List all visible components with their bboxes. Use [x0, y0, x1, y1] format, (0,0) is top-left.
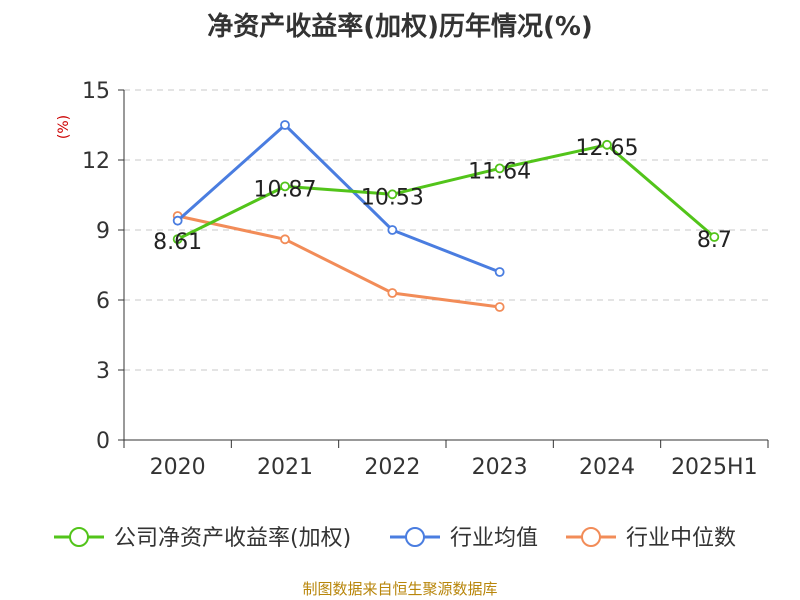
- y-tick-label: 3: [96, 359, 110, 384]
- grid-lines: [124, 89, 768, 371]
- legend[interactable]: 公司净资产收益率(加权) 行业均值 行业中位数: [54, 526, 736, 551]
- data-point: [709, 232, 720, 242]
- data-point: [280, 234, 290, 245]
- chart-title: 净资产收益率(加权)历年情况(%): [207, 12, 593, 42]
- data-label: 11.64: [468, 159, 531, 184]
- x-tick-label: 2023: [472, 455, 528, 480]
- series-lines: [172, 120, 720, 312]
- data-point: [387, 225, 398, 235]
- legend-item-0[interactable]: 公司净资产收益率(加权): [54, 526, 351, 551]
- legend-label: 行业均值: [450, 526, 538, 551]
- series-line: [176, 123, 501, 274]
- y-tick-label: 6: [96, 289, 110, 314]
- data-point: [172, 215, 183, 226]
- data-point: [494, 163, 505, 174]
- legend-item-2[interactable]: 行业中位数: [566, 526, 736, 551]
- x-tick-label: 2022: [364, 455, 420, 480]
- data-label: 8.61: [153, 230, 202, 255]
- x-tick-label: 2021: [257, 455, 313, 480]
- data-point: [280, 120, 290, 130]
- y-tick-label: 15: [82, 79, 110, 104]
- axes: 0 3 6 9 12 15 2020 2021 2022 2023 2024 2025H1: [82, 79, 769, 480]
- y-tick-label: 9: [96, 219, 110, 244]
- data-point: [387, 189, 398, 200]
- data-point: [172, 234, 183, 245]
- data-label: 12.65: [576, 136, 639, 161]
- legend-swatch-marker: [581, 527, 601, 547]
- data-point: [280, 181, 290, 192]
- series-0: [172, 139, 720, 245]
- legend-swatch-marker: [405, 527, 425, 547]
- data-labels: 8.61 10.87 10.53 11.64 12.65 8.7: [153, 136, 732, 255]
- series-2: [172, 211, 505, 312]
- legend-label: 行业中位数: [626, 526, 736, 551]
- x-tick-label: 2025H1: [671, 455, 758, 480]
- x-tick-label: 2020: [150, 455, 206, 480]
- series-1: [172, 120, 505, 277]
- data-label: 10.53: [361, 185, 424, 210]
- y-tick-label: 0: [96, 429, 110, 454]
- data-point: [494, 302, 505, 312]
- y-tick-label: 12: [82, 149, 110, 174]
- source-note: 制图数据来自恒生聚源数据库: [302, 580, 498, 598]
- x-tick-label: 2024: [579, 455, 635, 480]
- data-label: 10.87: [254, 177, 317, 202]
- data-label: 8.7: [697, 228, 732, 253]
- data-point: [494, 267, 505, 277]
- data-point: [387, 288, 398, 298]
- legend-swatch-marker: [69, 527, 89, 547]
- series-line: [177, 214, 500, 309]
- y-axis-unit-label: (%): [56, 115, 72, 139]
- legend-item-1[interactable]: 行业均值: [390, 526, 538, 551]
- series-line: [177, 143, 716, 241]
- legend-label: 公司净资产收益率(加权): [114, 526, 351, 551]
- data-point: [602, 139, 612, 150]
